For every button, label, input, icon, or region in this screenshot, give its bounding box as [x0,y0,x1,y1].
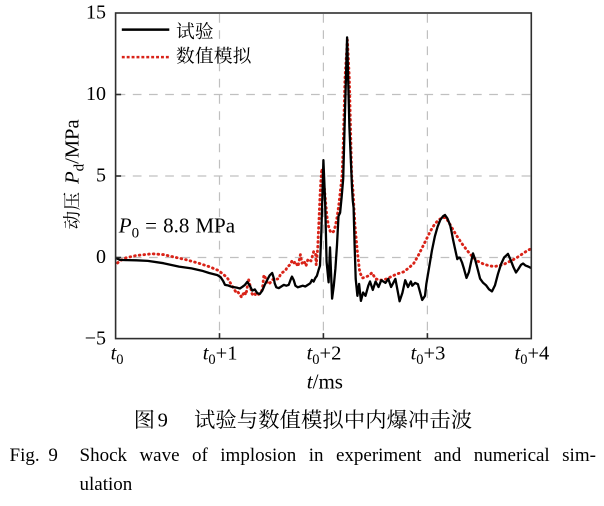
svg-text:15: 15 [86,2,106,24]
svg-text:10: 10 [86,83,106,105]
svg-text:t0+4: t0+4 [515,342,550,368]
svg-text:5: 5 [96,165,106,187]
svg-text:t/ms: t/ms [307,370,343,394]
svg-text:t0+1: t0+1 [203,342,238,368]
svg-text:Pd/MPa: Pd/MPa [62,119,88,184]
svg-text:P0 = 8.8 MPa: P0 = 8.8 MPa [118,214,236,242]
svg-text:9: 9 [158,410,168,432]
svg-text:t0+2: t0+2 [307,342,342,368]
svg-text:ulation: ulation [80,474,133,495]
svg-text:t0: t0 [111,342,124,368]
svg-text:−5: −5 [85,328,106,350]
svg-text:Fig. 9: Fig. 9 [10,445,58,466]
svg-text:0: 0 [96,246,106,268]
svg-text:Shock wave of implosion in exp: Shock wave of implosion in experiment an… [80,445,596,466]
svg-text:t0+3: t0+3 [411,342,446,368]
